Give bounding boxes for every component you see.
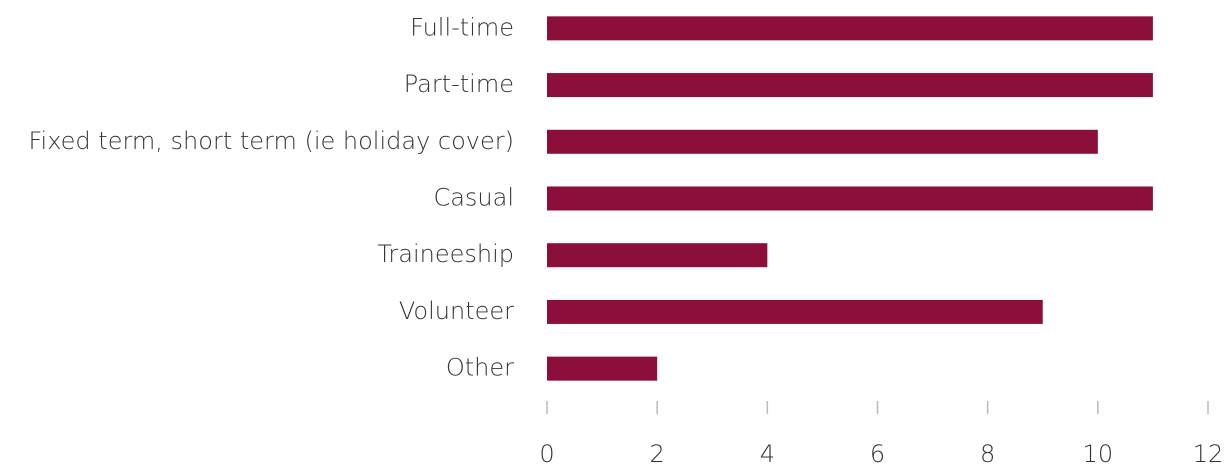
bar bbox=[547, 243, 768, 268]
bar bbox=[547, 129, 1098, 154]
y-tick-label: Part-time bbox=[404, 70, 514, 98]
x-tick-label: 10 bbox=[1083, 440, 1114, 467]
bar bbox=[547, 299, 1043, 324]
bar bbox=[547, 16, 1153, 41]
y-tick-label: Volunteer bbox=[399, 297, 514, 325]
y-tick-label: Traineeship bbox=[377, 240, 514, 268]
x-tick-label: 6 bbox=[870, 440, 885, 467]
x-tick-label: 2 bbox=[650, 440, 665, 467]
x-tick-label: 8 bbox=[980, 440, 995, 467]
y-tick-label: Casual bbox=[433, 184, 514, 212]
bar bbox=[547, 73, 1153, 98]
y-tick-label: Other bbox=[446, 354, 514, 382]
bar bbox=[547, 356, 658, 381]
x-tick-label: 4 bbox=[760, 440, 775, 467]
x-tick-label: 12 bbox=[1193, 440, 1224, 467]
bar bbox=[547, 186, 1153, 211]
x-tick-label: 0 bbox=[539, 440, 554, 467]
y-tick-label: Fixed term, short term (ie holiday cover… bbox=[28, 127, 514, 155]
y-tick-label: Full-time bbox=[410, 13, 514, 41]
